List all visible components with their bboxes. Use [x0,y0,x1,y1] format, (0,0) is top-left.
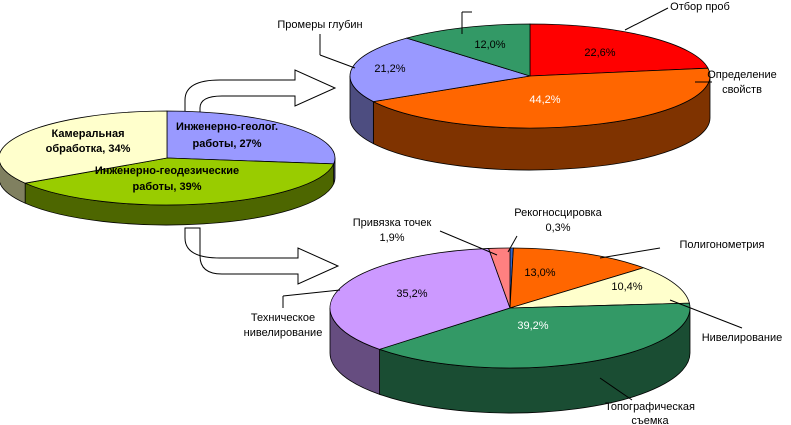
leader-depth [319,54,356,69]
pie-bottom-right-slice-1 [509,247,645,309]
bottom-label-tech-2: нивелирование [244,327,323,339]
bottom-label-polygon: Полигонометрия [680,239,765,251]
arrows [184,69,340,285]
bottom-label-topo-1: Топографическая [605,401,695,413]
pie-top-right-slice-2 [349,37,531,103]
bottom-label-leveling: Нивелирование [702,332,783,344]
top-pct-sampling: 22,6% [584,47,615,59]
left-label-geodez-1: Инженерно-геодезические [95,165,239,177]
left-label-geolog-1: Инженерно-геолог. [176,121,278,133]
pie-left [0,110,336,226]
pie-bottom-right-slice-4 [329,248,511,350]
left-label-geolog-2: работы, 27% [193,138,262,150]
pie-top-right [349,23,711,171]
leader-polygon [599,247,661,259]
top-label-properties-2: свойств [722,84,762,96]
pie-left-slice-0 [166,110,336,165]
bottom-label-recon-1: Рекогносцировка [514,207,602,219]
pie-left-slice-2 [0,110,168,184]
leader-sampling [624,7,669,31]
leader-tech-2 [282,289,341,297]
top-label-sampling: Отбор проб [670,1,730,13]
bottom-label-tech-1: Техническое [251,312,315,324]
bottom-label-binding-1: Привязка точек [353,217,432,229]
bottom-label-binding-2: 1,9% [379,232,404,244]
pie-top-right-slice-3 [405,23,531,77]
leader-topo [599,377,633,401]
bottom-pct-polygon: 13,0% [524,267,555,279]
bottom-label-recon-2: 0,3% [545,222,570,234]
top-pct-properties: 44,2% [529,94,560,106]
leader-recon [507,235,518,253]
bottom-pct-tech: 35,2% [396,288,427,300]
pie-top-right-slice-0 [529,23,709,77]
top-label-properties-1: Определение [707,69,777,81]
arrow-to-top-pie [184,69,337,121]
top-pct-depth: 21,2% [374,63,405,75]
bottom-pct-leveling: 10,4% [611,281,642,293]
pie-top-right-slice-1 [372,67,711,129]
labels-layer: Инженерно-геолог. работы, 27% Инженерно-… [46,1,783,425]
leader-binding [439,230,498,256]
bottom-label-topo-2: съемка [631,415,669,425]
left-label-kameral-2: обработка, 34% [46,143,131,155]
top-pct-green: 12,0% [474,39,505,51]
left-label-kameral-1: Камеральная [52,128,125,140]
arrow-to-bottom-pie [184,227,340,285]
left-label-geodez-2: работы, 39% [133,181,202,193]
top-label-depth: Промеры глубин [277,19,362,31]
leader-leveling [669,299,743,329]
bottom-pct-topo: 39,2% [517,320,548,332]
pie-bottom-right-slice-2 [509,267,690,309]
pie-bottom-right [329,247,691,414]
pie-bottom-right-slice-3 [378,302,691,369]
